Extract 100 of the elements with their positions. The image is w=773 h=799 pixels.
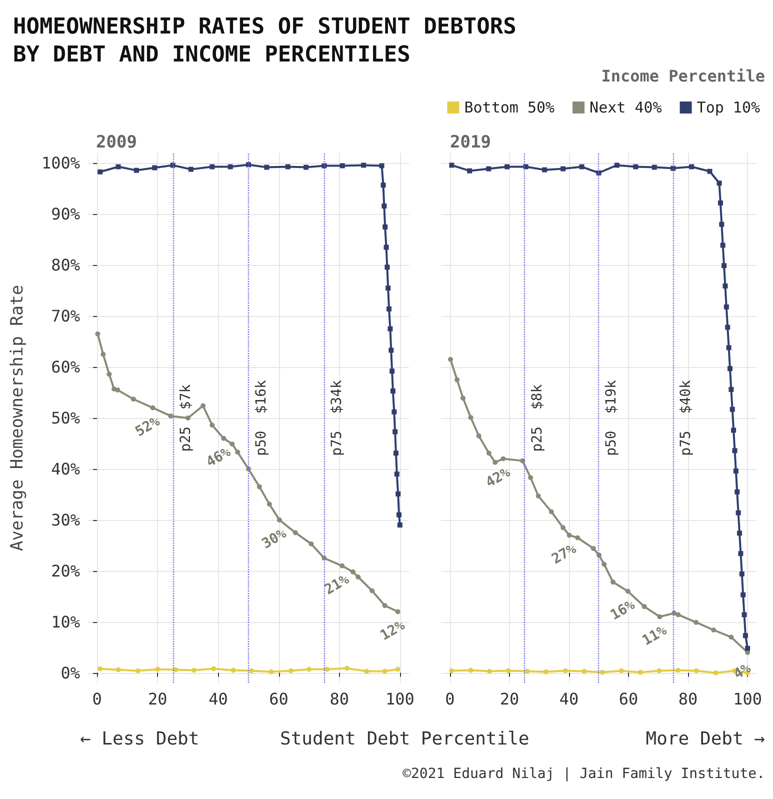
point bbox=[579, 164, 584, 170]
text: ← Less Debt bbox=[80, 728, 200, 750]
point bbox=[657, 614, 662, 620]
point bbox=[730, 406, 735, 412]
point bbox=[610, 580, 616, 585]
point bbox=[736, 510, 741, 516]
point bbox=[344, 666, 350, 671]
point bbox=[268, 669, 274, 674]
point bbox=[98, 169, 103, 174]
point bbox=[487, 668, 492, 674]
point bbox=[396, 512, 402, 518]
y-tick-label: 30% bbox=[51, 510, 80, 530]
point bbox=[467, 168, 472, 174]
point bbox=[211, 666, 216, 672]
x-tick-label: 100 bbox=[385, 690, 414, 708]
annotation: 11% bbox=[640, 622, 670, 650]
point bbox=[548, 509, 554, 514]
point bbox=[600, 670, 605, 675]
point bbox=[185, 416, 190, 420]
point bbox=[386, 306, 392, 312]
y-tick-label: 70% bbox=[51, 306, 80, 326]
x-tick-label: 20 bbox=[148, 690, 168, 708]
point bbox=[468, 668, 474, 673]
y-tick-label: 40% bbox=[51, 459, 80, 478]
point bbox=[506, 668, 511, 674]
point bbox=[675, 668, 680, 673]
point bbox=[170, 162, 176, 168]
x-tick-label: 0 bbox=[445, 690, 455, 708]
x-tick-label: 60 bbox=[618, 690, 638, 708]
ref-line-label: p75 $40k bbox=[678, 380, 694, 456]
point bbox=[707, 168, 712, 174]
point bbox=[135, 668, 140, 674]
point bbox=[652, 164, 657, 170]
point bbox=[304, 164, 309, 170]
point bbox=[384, 244, 389, 250]
point bbox=[542, 167, 548, 172]
point bbox=[523, 164, 528, 170]
point bbox=[633, 164, 638, 170]
point bbox=[689, 164, 694, 170]
point bbox=[716, 180, 722, 186]
point bbox=[676, 612, 681, 618]
legend-title: Income Percentile bbox=[601, 66, 766, 86]
point bbox=[285, 164, 290, 170]
y-tick-label: 80% bbox=[51, 256, 80, 275]
point bbox=[188, 166, 194, 172]
ref-line-label: p25 $7k bbox=[178, 384, 194, 452]
point bbox=[614, 162, 620, 168]
point bbox=[694, 668, 699, 674]
legend-label: Top 10% bbox=[696, 98, 760, 116]
point bbox=[448, 356, 454, 362]
point bbox=[460, 396, 466, 401]
y-tick-label: 20% bbox=[51, 561, 80, 580]
point bbox=[711, 628, 716, 632]
point bbox=[386, 286, 391, 291]
point bbox=[642, 604, 647, 610]
point bbox=[264, 164, 270, 170]
point bbox=[210, 164, 215, 170]
ref-line-label: p50 $19k bbox=[604, 380, 620, 456]
point bbox=[152, 165, 158, 170]
point bbox=[625, 588, 630, 594]
point bbox=[256, 484, 262, 490]
annotation: 52% bbox=[132, 413, 164, 440]
point bbox=[266, 502, 272, 507]
point bbox=[582, 668, 587, 674]
point bbox=[356, 574, 361, 580]
x-tick-label: 20 bbox=[500, 690, 520, 708]
point bbox=[738, 551, 744, 556]
point bbox=[292, 530, 298, 536]
point bbox=[221, 436, 226, 441]
ref-line-label: p25 $8k bbox=[529, 384, 546, 452]
annotation: 46% bbox=[204, 444, 234, 471]
point bbox=[528, 475, 534, 480]
point bbox=[727, 366, 732, 372]
point bbox=[106, 372, 112, 377]
point bbox=[392, 409, 397, 414]
point bbox=[230, 668, 236, 673]
point bbox=[566, 532, 572, 538]
point bbox=[590, 546, 596, 551]
point bbox=[719, 222, 724, 227]
y-axis-title: Average Homeownership Rate bbox=[8, 284, 28, 552]
point bbox=[560, 166, 566, 172]
point bbox=[742, 633, 748, 638]
point bbox=[134, 168, 139, 173]
point bbox=[361, 162, 366, 168]
y-tick-label: 0% bbox=[60, 663, 80, 682]
y-tick-label: 50% bbox=[51, 408, 80, 428]
point bbox=[722, 284, 728, 289]
point bbox=[235, 450, 240, 455]
point bbox=[249, 668, 254, 674]
y-tick-label: 10% bbox=[51, 612, 80, 632]
point bbox=[115, 387, 120, 392]
point bbox=[734, 489, 740, 494]
point bbox=[340, 163, 345, 168]
ref-line-label: p75 $34k bbox=[329, 380, 346, 456]
annotation: 30% bbox=[259, 526, 290, 552]
point bbox=[379, 163, 384, 168]
chart-title: HOMEOWNERSHIP RATES OF STUDENT DEBTORS BY DEBT AND INCOME PERCENTILES bbox=[13, 14, 530, 68]
point bbox=[476, 433, 482, 438]
point bbox=[308, 541, 314, 546]
point bbox=[116, 667, 121, 672]
